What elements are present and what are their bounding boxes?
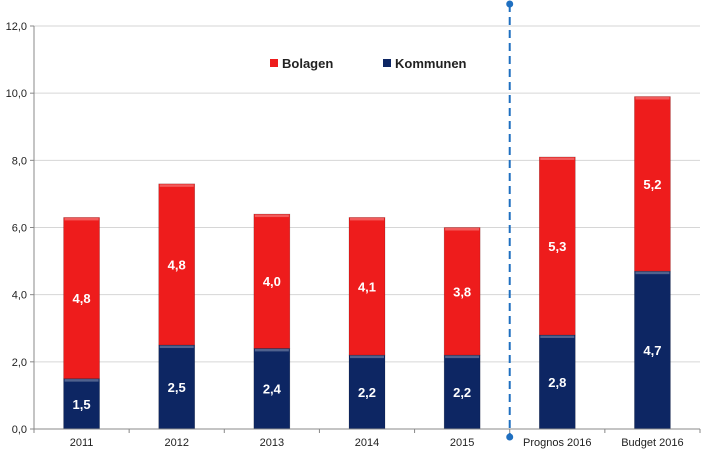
bar-kommunen-6 (538, 334, 576, 430)
bars: 1,5 4,8 2,5 4,8 2,4 4,0 2,2 4,1 2,2 3,8 2,8 5,3 4,7 5… (63, 96, 671, 430)
x-tick-label: 2011 (70, 437, 94, 449)
bar-highlight (254, 214, 289, 218)
bar-highlight (540, 157, 575, 160)
bar-highlight (64, 217, 99, 221)
data-label-bolagen: 4,8 (168, 257, 186, 272)
data-label-kommunen: 1,5 (73, 397, 91, 412)
bar-highlight (635, 97, 670, 100)
data-label-kommunen: 4,7 (643, 343, 661, 358)
legend-label-kommunen: Kommunen (395, 56, 467, 71)
legend-label-bolagen: Bolagen (282, 56, 333, 71)
bar-bolagen-5 (443, 227, 481, 356)
x-tick-label: 2012 (164, 437, 188, 449)
bar-kommunen-3 (253, 348, 291, 430)
data-label-bolagen: 4,8 (73, 291, 91, 306)
data-label-bolagen: 5,2 (643, 177, 661, 192)
bar-highlight (445, 355, 480, 359)
data-label-bolagen: 5,3 (548, 239, 566, 254)
y-tick-label: 4,0 (12, 290, 27, 302)
x-tick-label: 2014 (355, 437, 379, 449)
y-tick-label: 2,0 (12, 357, 27, 369)
data-label-kommunen: 2,8 (548, 375, 566, 390)
y-tick-label: 6,0 (12, 223, 27, 235)
divider-end-bottom (506, 433, 514, 441)
bar-highlight (350, 217, 384, 221)
data-label-bolagen: 3,8 (453, 284, 471, 299)
bar-bolagen-3 (253, 213, 291, 349)
y-tick-label: 0,0 (12, 424, 27, 436)
bar-highlight (159, 184, 194, 187)
data-label-bolagen: 4,0 (263, 274, 281, 289)
y-tick-label: 12,0 (6, 21, 27, 33)
divider-end-top (506, 0, 514, 8)
data-label-bolagen: 4,1 (358, 279, 376, 294)
x-axis: 2011 2012 2013 2014 2015 Prognos 2016 Budget 2… (33, 428, 701, 449)
bar-bolagen-4 (348, 217, 386, 356)
x-tick-label: 2013 (260, 437, 284, 449)
data-label-kommunen: 2,4 (263, 382, 282, 397)
bar-kommunen-5 (443, 354, 481, 430)
bar-highlight (159, 345, 194, 349)
y-tick-label: 8,0 (12, 155, 27, 167)
bar-bolagen-1 (63, 217, 100, 379)
x-tick-label: 2015 (450, 437, 474, 449)
bar-highlight (254, 348, 289, 352)
x-tick-label: Prognos 2016 (523, 437, 592, 449)
bar-bolagen-2 (158, 183, 196, 346)
x-tick-label: Budget 2016 (621, 437, 683, 449)
legend-swatch-kommunen (383, 59, 391, 67)
forecast-divider (506, 0, 514, 441)
legend-swatch-bolagen (270, 59, 278, 67)
bar-kommunen-2 (158, 344, 196, 430)
bar-highlight (445, 228, 480, 231)
y-axis: 0,0 2,0 4,0 6,0 8,0 10,0 12,0 (6, 21, 35, 436)
bar-kommunen-1 (63, 378, 100, 430)
bar-highlight (635, 271, 670, 275)
data-label-kommunen: 2,2 (453, 385, 471, 400)
bar-bolagen-6 (538, 156, 576, 336)
bar-kommunen-4 (348, 354, 386, 430)
y-tick-label: 10,0 (6, 88, 27, 100)
bar-highlight (540, 335, 575, 338)
bar-highlight (350, 355, 384, 359)
data-label-kommunen: 2,5 (168, 380, 186, 395)
legend: Bolagen Kommunen (270, 56, 467, 71)
data-label-kommunen: 2,2 (358, 385, 376, 400)
bar-highlight (64, 379, 99, 382)
bar-bolagen-7 (634, 96, 671, 272)
